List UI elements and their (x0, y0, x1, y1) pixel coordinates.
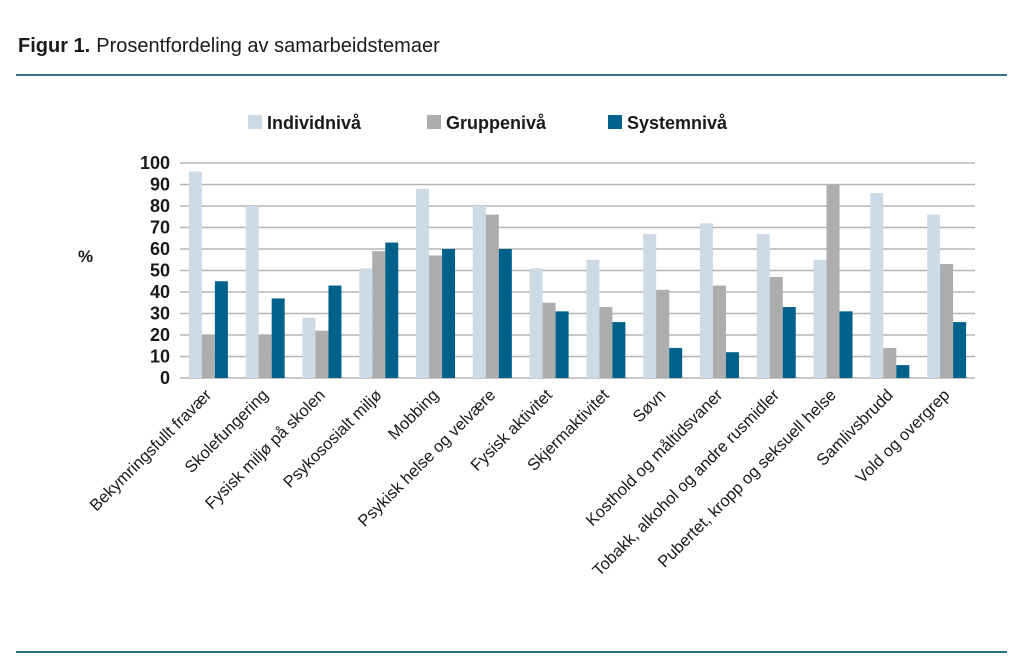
bar-systemnivå-9 (725, 352, 739, 378)
bar-systemnivå-6 (555, 311, 569, 378)
bar-gruppenivå-11 (826, 184, 840, 378)
y-tick-label: 0 (160, 368, 170, 388)
figure-number: Figur 1. (18, 35, 90, 57)
bar-individnivå-8 (643, 233, 657, 378)
bar-individnivå-4 (416, 188, 430, 378)
y-tick-label: 60 (150, 239, 170, 259)
bar-individnivå-13 (927, 214, 941, 378)
bar-gruppenivå-8 (656, 289, 670, 378)
y-tick-label: 90 (150, 175, 170, 195)
y-tick-label: 10 (150, 347, 170, 367)
bar-gruppenivå-4 (429, 255, 443, 378)
bar-systemnivå-7 (612, 322, 626, 378)
legend-swatch (248, 115, 262, 129)
y-axis-label: % (78, 247, 93, 266)
bar-gruppenivå-0 (201, 335, 215, 378)
y-tick-label: 20 (150, 325, 170, 345)
bar-individnivå-0 (188, 171, 202, 378)
legend: Individnivå Gruppenivå Systemnivå (248, 113, 728, 133)
bar-individnivå-1 (245, 206, 259, 378)
bar-individnivå-10 (756, 233, 770, 378)
bar-individnivå-9 (699, 223, 713, 378)
y-tick-label: 50 (150, 261, 170, 281)
bar-gruppenivå-6 (542, 302, 556, 378)
bar-systemnivå-12 (896, 365, 910, 378)
y-tick-label: 30 (150, 304, 170, 324)
bar-individnivå-3 (359, 268, 373, 378)
bar-individnivå-6 (529, 268, 543, 378)
bar-systemnivå-0 (214, 281, 228, 378)
bar-gruppenivå-1 (258, 335, 272, 378)
bar-systemnivå-5 (498, 249, 512, 378)
bar-gruppenivå-5 (485, 214, 499, 378)
bars (188, 171, 967, 378)
bar-gruppenivå-10 (769, 276, 783, 378)
x-axis-ticks: Bekymringsfullt fraværSkolefungeringFysi… (86, 386, 953, 580)
bar-systemnivå-8 (669, 347, 683, 378)
bar-systemnivå-1 (271, 298, 285, 378)
bar-individnivå-11 (813, 259, 827, 378)
bar-gruppenivå-7 (599, 307, 613, 378)
x-tick-label: Mobbing (385, 386, 442, 443)
legend-label: Individnivå (267, 113, 362, 133)
y-tick-label: 100 (140, 153, 170, 173)
bar-systemnivå-11 (839, 311, 853, 378)
legend-swatch (427, 115, 441, 129)
x-tick-label: Psykososialt miljø (280, 386, 385, 491)
x-tick-label: Søvn (630, 386, 670, 426)
bar-gruppenivå-13 (940, 264, 954, 378)
bar-individnivå-7 (586, 259, 600, 378)
bar-individnivå-5 (472, 206, 486, 378)
bar-systemnivå-4 (442, 249, 456, 378)
bar-systemnivå-13 (953, 322, 967, 378)
figure-title: Figur 1. Prosentfordeling av samarbeidste… (18, 35, 440, 57)
bar-individnivå-12 (870, 193, 884, 378)
y-tick-label: 40 (150, 282, 170, 302)
bar-gruppenivå-12 (883, 347, 897, 378)
legend-label: Gruppenivå (446, 113, 547, 133)
bar-systemnivå-10 (782, 307, 796, 378)
bar-systemnivå-2 (328, 285, 342, 378)
legend-swatch (608, 115, 622, 129)
bar-systemnivå-3 (385, 242, 399, 378)
y-tick-label: 80 (150, 196, 170, 216)
bar-gruppenivå-2 (315, 330, 329, 378)
bar-individnivå-2 (302, 317, 316, 378)
y-tick-label: 70 (150, 218, 170, 238)
gridlines (180, 162, 975, 379)
bar-gruppenivå-3 (372, 251, 386, 378)
figure-caption: Prosentfordeling av samarbeidstemaer (96, 35, 440, 57)
bar-gruppenivå-9 (712, 285, 726, 378)
legend-label: Systemnivå (627, 113, 728, 133)
